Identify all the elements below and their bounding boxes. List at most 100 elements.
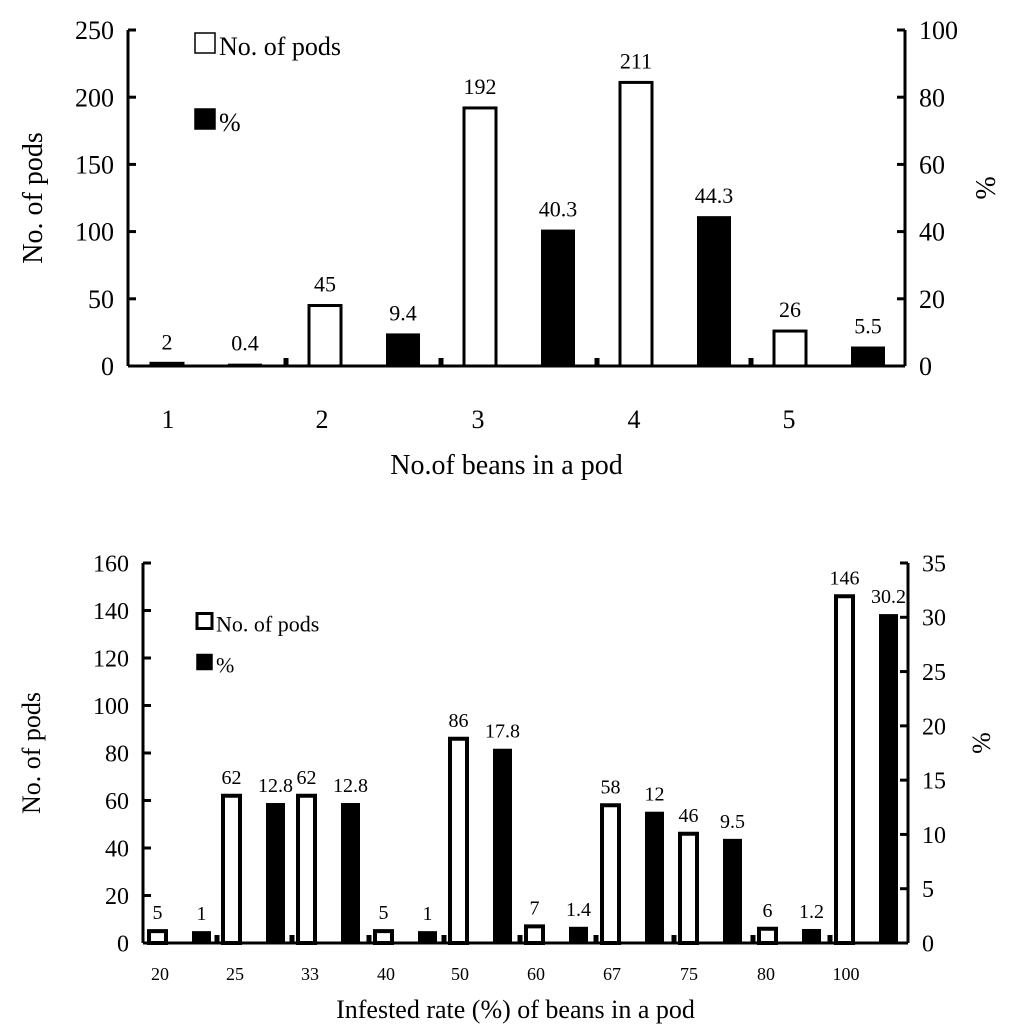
y-axis-title-left: No. of pods	[18, 132, 49, 263]
bar-percent	[386, 333, 420, 367]
x-axis-title: Infested rate (%) of beans in a pod	[336, 995, 695, 1024]
data-label-percent: 40.3	[539, 197, 578, 222]
x-category-label: 75	[680, 964, 698, 984]
x-category-label: 33	[301, 964, 319, 984]
y-axis-title-left: No. of pods	[17, 692, 46, 814]
bar-no-of-pods	[307, 304, 343, 368]
data-label-no-of-pods: 62	[297, 767, 317, 789]
y-tick-label-left: 120	[93, 646, 129, 672]
data-label-percent: 12.8	[258, 775, 293, 797]
x-category-label: 60	[527, 964, 545, 984]
data-label-percent: 5.5	[854, 314, 882, 339]
bar-percent	[418, 931, 437, 945]
bar-no-of-pods	[524, 924, 545, 945]
x-category-label: 1	[162, 405, 175, 434]
y-tick-label-right: 0	[919, 352, 932, 381]
y-tick-label-right: 20	[922, 714, 946, 740]
y-tick-label-right: 5	[922, 877, 934, 903]
y-tick-label-left: 100	[75, 218, 114, 247]
data-label-percent: 9.4	[389, 300, 417, 325]
bar-no-of-pods	[678, 831, 699, 945]
x-axis-title: No.of beans in a pod	[390, 450, 623, 481]
y-tick-label-right: 60	[919, 151, 945, 180]
y-tick-label-right: 40	[919, 218, 945, 247]
y-tick-label-right: 80	[919, 83, 945, 112]
data-label-no-of-pods: 46	[679, 805, 699, 827]
x-category-label: 5	[783, 405, 796, 434]
bar-no-of-pods	[618, 80, 654, 368]
data-label-no-of-pods: 5	[153, 902, 163, 924]
y-tick-label-left: 60	[105, 789, 129, 815]
y-tick-label-right: 35	[922, 551, 946, 577]
legend-swatch-no-of-pods	[194, 32, 216, 54]
x-category-label: 25	[226, 964, 244, 984]
data-label-no-of-pods: 6	[763, 900, 773, 922]
y-tick-label-left: 40	[105, 836, 129, 862]
data-label-no-of-pods: 58	[601, 776, 621, 798]
data-label-percent: 0.4	[231, 331, 259, 356]
y-tick-label-right: 15	[922, 769, 946, 795]
bar-no-of-pods	[757, 926, 778, 945]
x-category-label: 50	[451, 964, 469, 984]
data-label-percent: 9.5	[720, 811, 745, 833]
x-category-label: 100	[833, 964, 860, 984]
bar-percent	[569, 926, 588, 944]
bar-no-of-pods	[373, 929, 394, 945]
y-tick-label-right: 0	[922, 931, 934, 957]
y-tick-label-right: 30	[922, 606, 946, 632]
data-label-no-of-pods: 192	[464, 74, 497, 99]
data-label-percent: 1.2	[799, 901, 824, 923]
bar-percent	[266, 803, 285, 944]
bar-percent	[645, 811, 664, 945]
x-category-label: 40	[377, 964, 395, 984]
y-tick-label-left: 0	[117, 931, 129, 957]
bar-no-of-pods	[296, 793, 317, 945]
bar-no-of-pods	[149, 361, 185, 368]
data-label-percent: 12.8	[333, 775, 368, 797]
legend-swatch-percent	[194, 108, 216, 130]
y-tick-label-right: 20	[919, 285, 945, 314]
y-tick-label-left: 150	[75, 151, 114, 180]
y-tick-label-left: 160	[93, 551, 129, 577]
bar-no-of-pods	[448, 736, 469, 945]
legend-label-percent: %	[219, 108, 241, 137]
x-category-label: 80	[757, 964, 775, 984]
data-label-no-of-pods: 2	[162, 329, 173, 354]
data-label-percent: 30.2	[871, 586, 906, 608]
legend-label-no-of-pods: No. of pods	[219, 32, 341, 61]
bar-percent	[493, 748, 512, 944]
bar-percent	[802, 928, 821, 945]
y-tick-label-right: 25	[922, 660, 946, 686]
data-label-no-of-pods: 86	[449, 710, 469, 732]
data-label-no-of-pods: 26	[779, 297, 801, 322]
legend-label-percent: %	[216, 653, 234, 678]
bar-percent	[851, 346, 885, 367]
data-label-percent: 1.4	[566, 899, 591, 921]
legend-swatch-percent	[196, 653, 213, 671]
data-label-no-of-pods: 211	[620, 48, 652, 73]
y-tick-label-left: 250	[75, 16, 114, 45]
bar-no-of-pods	[600, 803, 621, 945]
data-label-percent: 17.8	[485, 721, 520, 743]
data-label-percent: 12	[645, 784, 665, 806]
y-tick-label-right: 100	[919, 16, 958, 45]
data-label-no-of-pods: 146	[830, 567, 860, 589]
bar-percent	[228, 363, 262, 368]
bar-no-of-pods	[147, 929, 168, 945]
data-label-no-of-pods: 5	[379, 902, 389, 924]
y-tick-label-left: 100	[93, 694, 129, 720]
y-tick-label-left: 140	[93, 599, 129, 625]
y-tick-label-right: 10	[922, 823, 946, 849]
data-label-no-of-pods: 45	[314, 272, 336, 297]
data-label-percent: 1	[197, 903, 207, 925]
data-label-no-of-pods: 62	[222, 767, 242, 789]
y-axis-title-right: %	[967, 732, 996, 754]
y-tick-label-left: 0	[101, 352, 114, 381]
data-label-no-of-pods: 7	[530, 897, 540, 919]
x-category-label: 20	[151, 964, 169, 984]
y-axis-title-right: %	[971, 176, 1002, 199]
bar-percent	[341, 803, 360, 944]
legend-swatch-no-of-pods	[195, 612, 214, 630]
